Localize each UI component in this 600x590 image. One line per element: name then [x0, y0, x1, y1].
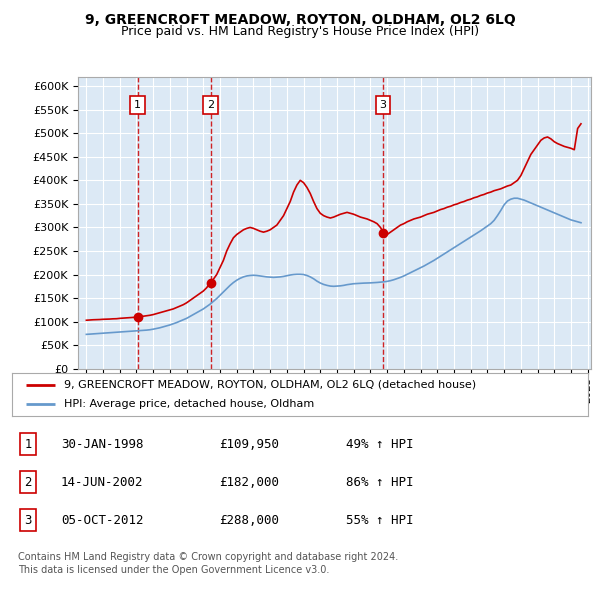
- Text: 3: 3: [379, 100, 386, 110]
- Text: Contains HM Land Registry data © Crown copyright and database right 2024.: Contains HM Land Registry data © Crown c…: [18, 552, 398, 562]
- Text: This data is licensed under the Open Government Licence v3.0.: This data is licensed under the Open Gov…: [18, 565, 329, 575]
- Text: £182,000: £182,000: [220, 476, 280, 489]
- Text: 9, GREENCROFT MEADOW, ROYTON, OLDHAM, OL2 6LQ: 9, GREENCROFT MEADOW, ROYTON, OLDHAM, OL…: [85, 13, 515, 27]
- Text: 1: 1: [25, 438, 32, 451]
- Text: 30-JAN-1998: 30-JAN-1998: [61, 438, 143, 451]
- Text: £109,950: £109,950: [220, 438, 280, 451]
- Text: 3: 3: [25, 514, 32, 527]
- Text: 86% ↑ HPI: 86% ↑ HPI: [346, 476, 413, 489]
- Text: HPI: Average price, detached house, Oldham: HPI: Average price, detached house, Oldh…: [64, 399, 314, 409]
- Text: 2: 2: [25, 476, 32, 489]
- Text: 05-OCT-2012: 05-OCT-2012: [61, 514, 143, 527]
- Text: 49% ↑ HPI: 49% ↑ HPI: [346, 438, 413, 451]
- Text: £288,000: £288,000: [220, 514, 280, 527]
- Text: 9, GREENCROFT MEADOW, ROYTON, OLDHAM, OL2 6LQ (detached house): 9, GREENCROFT MEADOW, ROYTON, OLDHAM, OL…: [64, 380, 476, 390]
- Text: Price paid vs. HM Land Registry's House Price Index (HPI): Price paid vs. HM Land Registry's House …: [121, 25, 479, 38]
- Text: 14-JUN-2002: 14-JUN-2002: [61, 476, 143, 489]
- Text: 2: 2: [207, 100, 214, 110]
- Text: 55% ↑ HPI: 55% ↑ HPI: [346, 514, 413, 527]
- Text: 1: 1: [134, 100, 142, 110]
